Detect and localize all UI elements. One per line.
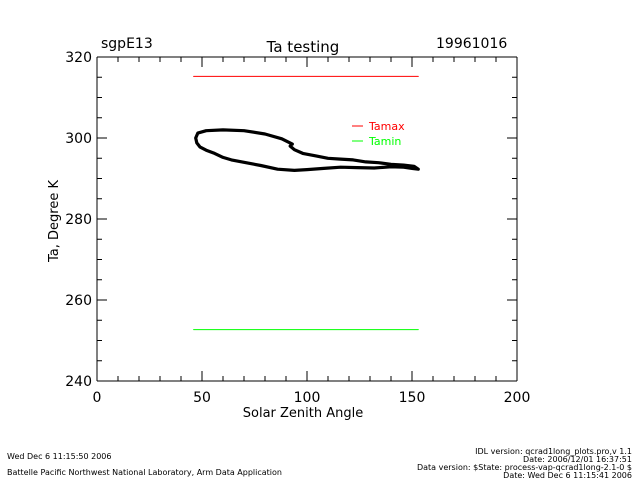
legend-label-tamax: Tamax bbox=[368, 120, 405, 133]
x-axis-label: Solar Zenith Angle bbox=[243, 406, 363, 421]
footer-data-date: Date: Wed Dec 6 11:15:41 2006 bbox=[503, 471, 632, 480]
legend-label-tamin: Tamin bbox=[368, 135, 401, 148]
footer-data-version: Data version: $State: process-vap-qcrad1… bbox=[416, 463, 632, 472]
y-axis-label: Ta, Degree K bbox=[47, 180, 62, 263]
chart-title: Ta testing bbox=[266, 38, 340, 56]
x-tick-label: 100 bbox=[294, 390, 321, 406]
y-tick-label: 300 bbox=[65, 131, 92, 147]
site-label: sgpE13 bbox=[101, 36, 153, 52]
footer-lab: Battelle Pacific Northwest National Labo… bbox=[7, 468, 282, 477]
y-tick-label: 320 bbox=[65, 50, 92, 66]
series-line-ta bbox=[194, 128, 420, 172]
y-tick-label: 260 bbox=[65, 293, 92, 309]
x-tick-label: 0 bbox=[93, 390, 102, 406]
x-tick-label: 200 bbox=[504, 390, 531, 406]
y-tick-label: 280 bbox=[65, 212, 92, 228]
date-label: 19961016 bbox=[436, 36, 508, 52]
x-tick-label: 150 bbox=[399, 390, 426, 406]
footer-idl-date: Date: 2006/12/01 16:37:51 bbox=[523, 455, 632, 464]
footer-idl-version: IDL version: qcrad1long_plots.pro,v 1.1 bbox=[475, 447, 632, 456]
y-tick-label: 240 bbox=[65, 374, 92, 390]
footer-timestamp: Wed Dec 6 11:15:50 2006 bbox=[7, 452, 112, 461]
x-tick-label: 50 bbox=[193, 390, 211, 406]
